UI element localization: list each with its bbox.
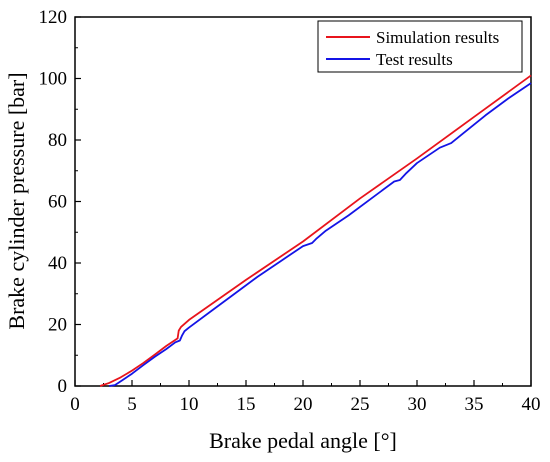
legend-box [317,20,523,73]
x-tick-label: 5 [127,394,137,415]
x-tick-label: 25 [351,394,370,415]
x-axis-label: Brake pedal angle [°] [209,428,397,453]
x-tick-label: 10 [180,394,199,415]
series-layer [99,74,532,387]
x-tick-label: 0 [70,394,80,415]
y-tick-label: 80 [48,130,67,151]
x-tick-label: 35 [465,394,484,415]
y-tick-label: 20 [48,315,67,336]
series-line-simulation [99,74,532,387]
x-tick-label: 40 [522,394,541,415]
series-line-test [109,82,532,387]
y-axis-ticks: 0 20 40 60 80 100 120 [39,7,81,397]
y-tick-label: 120 [39,7,68,28]
legend-label-simulation: Simulation results [376,28,499,47]
y-tick-label: 0 [58,376,68,397]
x-tick-label: 30 [408,394,427,415]
y-tick-label: 60 [48,192,67,213]
y-tick-label: 100 [39,69,68,90]
x-tick-label: 20 [294,394,313,415]
y-axis-label: Brake cylinder pressure [bar] [4,72,29,329]
y-tick-label: 40 [48,253,67,274]
legend-label-test: Test results [376,50,453,69]
x-axis-ticks: 0 5 10 15 20 25 30 35 40 [70,380,541,415]
legend: Simulation results Test results [317,20,523,73]
plot-frame [74,16,532,387]
x-tick-label: 15 [237,394,256,415]
